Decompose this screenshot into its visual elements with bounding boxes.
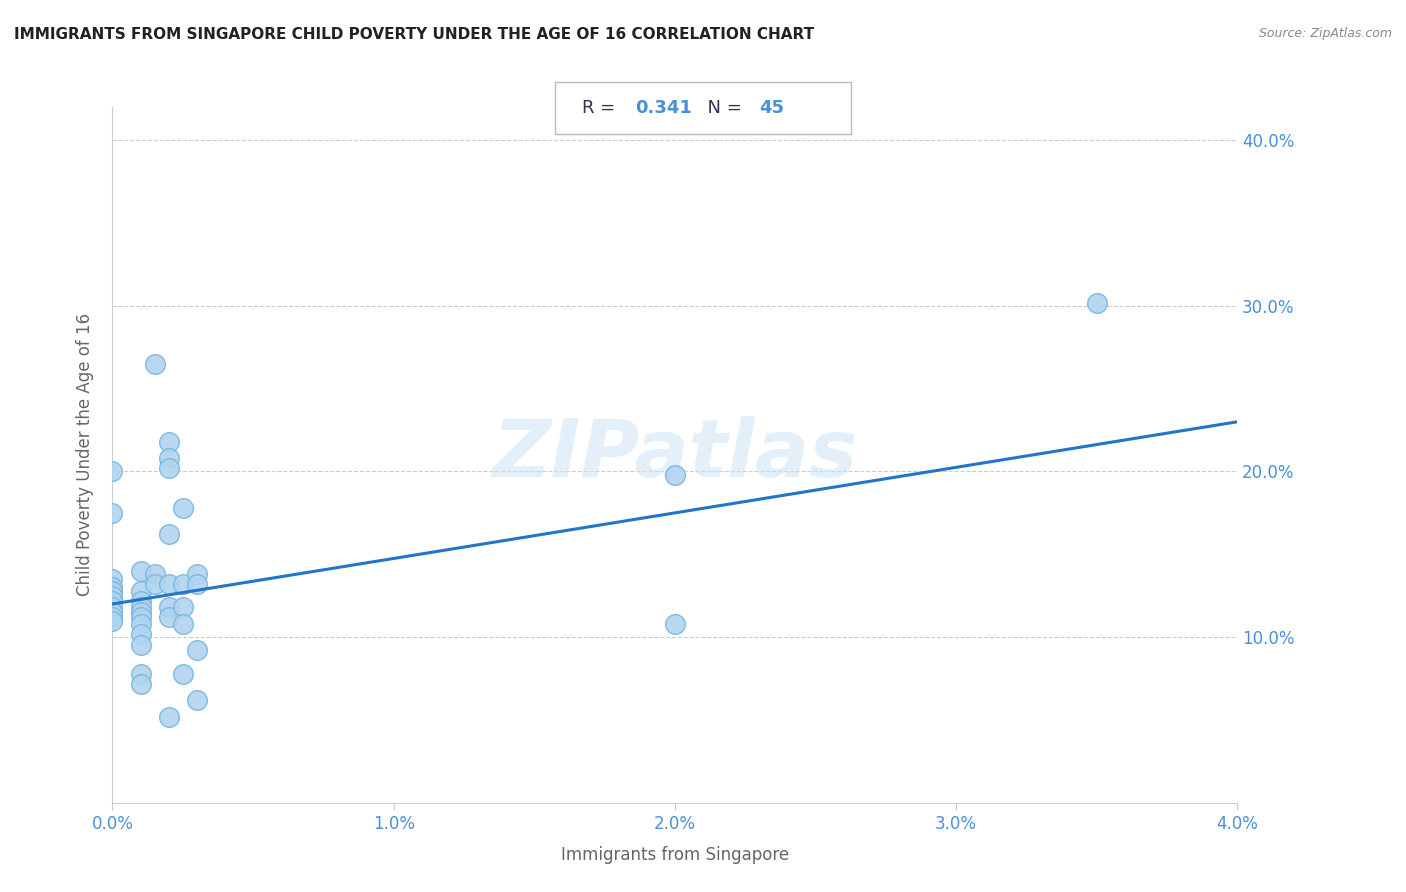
Point [101, 581, 124, 595]
Point [186, 567, 208, 582]
Point [172, 577, 194, 591]
Point [101, 605, 124, 619]
Point [664, 467, 686, 482]
Text: IMMIGRANTS FROM SINGAPORE CHILD POVERTY UNDER THE AGE OF 16 CORRELATION CHART: IMMIGRANTS FROM SINGAPORE CHILD POVERTY … [14, 27, 814, 42]
Point [129, 627, 152, 641]
Text: ZIPatlas: ZIPatlas [492, 416, 858, 494]
Point [129, 639, 152, 653]
Point [186, 643, 208, 657]
Point [157, 600, 180, 615]
Point [172, 500, 194, 515]
Point [129, 600, 152, 615]
Point [157, 610, 180, 624]
Point [101, 614, 124, 628]
Point [664, 616, 686, 631]
Point [101, 610, 124, 624]
Point [129, 666, 152, 681]
Point [143, 567, 166, 582]
Point [157, 577, 180, 591]
Point [101, 506, 124, 520]
X-axis label: Immigrants from Singapore: Immigrants from Singapore [561, 847, 789, 864]
Point [143, 357, 166, 371]
Point [1085, 295, 1108, 310]
Point [129, 676, 152, 690]
Point [172, 616, 194, 631]
Point [129, 583, 152, 598]
Point [172, 600, 194, 615]
Text: 0.341: 0.341 [636, 99, 692, 117]
Point [129, 593, 152, 607]
Point [186, 577, 208, 591]
Text: 45: 45 [759, 99, 785, 117]
Point [129, 605, 152, 619]
Point [157, 709, 180, 723]
Text: N =: N = [696, 99, 748, 117]
Point [157, 434, 180, 449]
Point [101, 600, 124, 615]
Point [101, 583, 124, 598]
Point [172, 666, 194, 681]
Point [101, 572, 124, 586]
Text: Source: ZipAtlas.com: Source: ZipAtlas.com [1258, 27, 1392, 40]
Y-axis label: Child Poverty Under the Age of 16: Child Poverty Under the Age of 16 [76, 313, 94, 597]
Point [101, 589, 124, 603]
Point [143, 577, 166, 591]
Point [129, 564, 152, 578]
Point [101, 465, 124, 479]
Point [157, 461, 180, 475]
Point [157, 451, 180, 466]
Text: R =: R = [582, 99, 621, 117]
Point [129, 610, 152, 624]
Point [157, 527, 180, 541]
Point [186, 693, 208, 707]
Point [101, 593, 124, 607]
Point [129, 616, 152, 631]
